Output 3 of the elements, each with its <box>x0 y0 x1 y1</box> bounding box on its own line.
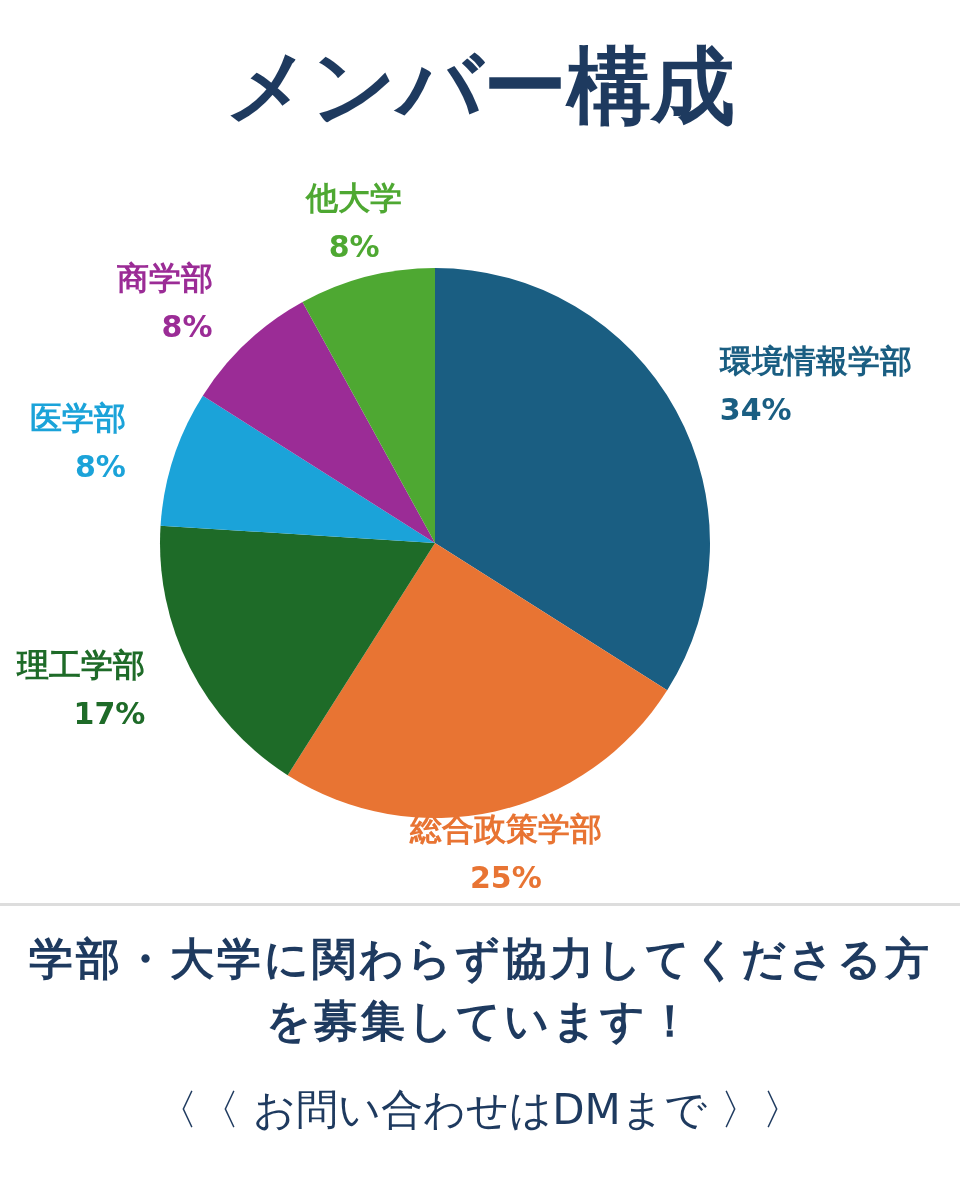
annotation: 〈〈 お問い合わせはDMまで 〉〉 <box>154 1085 806 1136</box>
annotation: 学部・大学に関わらず協力してくださる方を募集しています！ <box>27 932 933 1048</box>
title: メンバー構成 <box>224 40 736 133</box>
